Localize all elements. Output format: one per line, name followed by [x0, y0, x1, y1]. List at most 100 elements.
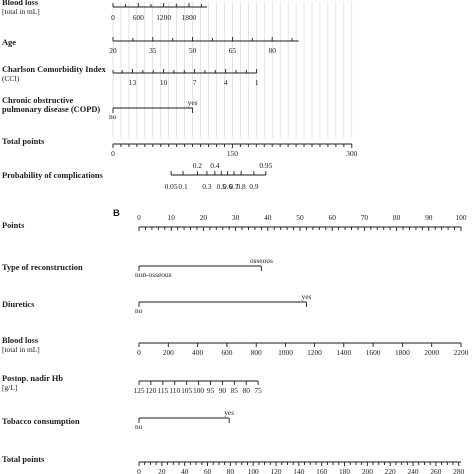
- tick-label-total_b: 240: [407, 467, 418, 474]
- tick-label-prob: 0.3: [202, 182, 212, 191]
- tick-label-blood_loss_b: 1600: [366, 348, 381, 357]
- tick-label-points_b: 10: [168, 213, 176, 222]
- row-label-points_b: Points: [2, 221, 25, 230]
- tick-label-prob: 0.05: [165, 182, 178, 191]
- tick-label-points_b: 30: [232, 213, 240, 222]
- tick-label-points_b: 100: [455, 213, 466, 222]
- row-label-total_b: Total points: [2, 455, 45, 464]
- tick-label-age: 50: [189, 46, 197, 55]
- tick-label-nadir_hb: 95: [207, 386, 215, 395]
- tick-label-nadir_hb: 125: [133, 386, 144, 395]
- tick-label-blood_loss_b: 800: [251, 348, 262, 357]
- tick-label-points_b: 40: [264, 213, 272, 222]
- tick-label-blood_loss_b: 2200: [454, 348, 469, 357]
- row-label-tobacco: Tobacco consumption: [2, 417, 80, 426]
- tick-label-blood_loss_a: 0: [111, 13, 115, 22]
- tick-label-total_b: 220: [385, 467, 396, 474]
- row-label-cci: (CCI): [2, 74, 20, 83]
- tick-label-blood_loss_b: 200: [163, 348, 174, 357]
- tick-label-diuretics: yes: [302, 292, 312, 301]
- row-label-blood_loss_a: Blood loss: [2, 0, 39, 7]
- tick-label-total_b: 260: [430, 467, 441, 474]
- row-label-copd: Chronic obstructive: [2, 96, 74, 105]
- tick-label-points_b: 50: [296, 213, 304, 222]
- tick-label-copd: no: [109, 112, 117, 121]
- tick-label-total_b: 120: [270, 467, 281, 474]
- tick-label-blood_loss_b: 400: [192, 348, 203, 357]
- tick-label-blood_loss_b: 1400: [336, 348, 351, 357]
- tick-label-copd: yes: [188, 98, 198, 107]
- tick-label-nadir_hb: 120: [145, 386, 156, 395]
- tick-label-cci: 10: [160, 78, 168, 87]
- tick-label-total_b: 20: [158, 467, 166, 474]
- tick-label-blood_loss_a: 1200: [156, 13, 171, 22]
- tick-label-prob: 0.1: [178, 182, 188, 191]
- row-label-diuretics: Diuretics: [2, 300, 35, 309]
- tick-label-age: 35: [149, 46, 157, 55]
- tick-label-total_b: 60: [204, 467, 212, 474]
- tick-label-nadir_hb: 75: [254, 386, 262, 395]
- tick-label-total_b: 80: [227, 467, 235, 474]
- row-label-blood_loss_b: Blood loss: [2, 336, 39, 345]
- tick-label-total_a: 0: [111, 149, 115, 158]
- tick-label-total_a: 150: [227, 149, 238, 158]
- tick-label-nadir_hb: 85: [231, 386, 239, 395]
- tick-label-prob: 0.7: [229, 182, 239, 191]
- tick-label-total_b: 40: [181, 467, 189, 474]
- tick-label-nadir_hb: 90: [219, 386, 227, 395]
- tick-label-prob: 0.9: [249, 182, 259, 191]
- tick-label-reconstruction: osseous: [250, 256, 273, 265]
- tick-label-blood_loss_b: 1800: [395, 348, 410, 357]
- tick-label-prob: 0.2: [193, 161, 203, 170]
- tick-label-points_b: 0: [137, 213, 141, 222]
- tick-label-tobacco: yes: [224, 408, 234, 417]
- tick-label-age: 65: [229, 46, 237, 55]
- tick-label-total_b: 160: [316, 467, 327, 474]
- row-label-copd: pulmonary disease (COPD): [2, 105, 100, 114]
- tick-label-age: 80: [269, 46, 277, 55]
- row-label-age: Age: [2, 38, 16, 47]
- tick-label-nadir_hb: 105: [181, 386, 192, 395]
- tick-label-blood_loss_b: 600: [221, 348, 232, 357]
- tick-label-prob: 0.8: [237, 182, 247, 191]
- tick-label-blood_loss_b: 1000: [278, 348, 293, 357]
- tick-label-blood_loss_b: 0: [137, 348, 141, 357]
- tick-label-cci: 13: [129, 78, 137, 87]
- tick-label-age: 20: [109, 46, 117, 55]
- tick-label-total_b: 0: [137, 467, 141, 474]
- tick-label-total_a: 300: [346, 149, 357, 158]
- tick-label-prob: 0.4: [210, 161, 220, 170]
- tick-label-total_b: 140: [293, 467, 304, 474]
- tick-label-nadir_hb: 115: [157, 386, 168, 395]
- tick-label-points_b: 20: [200, 213, 208, 222]
- tick-label-points_b: 80: [393, 213, 401, 222]
- tick-label-prob: 0.5: [217, 182, 227, 191]
- tick-label-total_b: 200: [362, 467, 373, 474]
- tick-label-blood_loss_a: 1800: [182, 13, 197, 22]
- tick-label-total_b: 280: [453, 467, 464, 474]
- row-label-reconstruction: Type of reconstruction: [2, 263, 83, 272]
- tick-label-prob: 0.6: [223, 182, 233, 191]
- tick-label-nadir_hb: 100: [193, 386, 204, 395]
- tick-label-points_b: 70: [361, 213, 369, 222]
- row-label-nadir_hb: [g/L]: [2, 383, 17, 392]
- row-label-blood_loss_a: [total in mL]: [2, 7, 40, 16]
- tick-label-nadir_hb: 110: [169, 386, 180, 395]
- tick-label-diuretics: no: [135, 306, 143, 315]
- tick-label-prob: 0.95: [259, 161, 272, 170]
- tick-label-blood_loss_b: 1200: [307, 348, 322, 357]
- tick-label-blood_loss_a: 600: [133, 13, 144, 22]
- row-label-cci: Charlson Comorbidity Index: [2, 65, 107, 74]
- tick-label-tobacco: no: [135, 422, 143, 431]
- tick-label-cci: 7: [193, 78, 197, 87]
- tick-label-nadir_hb: 80: [243, 386, 251, 395]
- tick-label-points_b: 60: [329, 213, 337, 222]
- tick-label-points_b: 90: [425, 213, 433, 222]
- tick-label-reconstruction: non-osseous: [135, 270, 172, 279]
- row-label-nadir_hb: Postop. nadir Hb: [2, 374, 63, 383]
- row-label-prob: Probability of complications: [2, 171, 104, 180]
- tick-label-total_b: 100: [248, 467, 259, 474]
- panel-label: B: [113, 208, 120, 219]
- tick-label-cci: 4: [224, 78, 228, 87]
